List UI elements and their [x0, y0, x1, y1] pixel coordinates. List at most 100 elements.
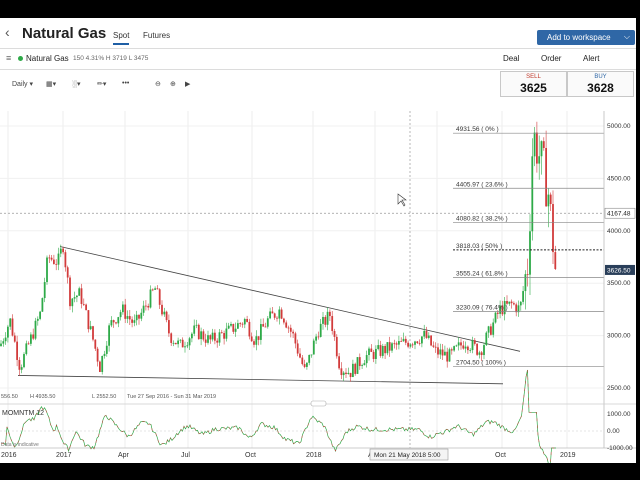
- candle-body: [161, 304, 163, 315]
- candle-body: [264, 326, 267, 328]
- indicator-tick-label: 1000.00: [607, 411, 631, 418]
- candle-body: [138, 314, 140, 319]
- candle-body: [112, 320, 115, 323]
- candle-body: [547, 194, 550, 207]
- buy-label: BUY: [594, 74, 607, 80]
- candle-body: [386, 342, 389, 354]
- candle-body: [441, 349, 444, 356]
- candle-body: [69, 277, 71, 307]
- candle-body: [306, 362, 308, 367]
- candle-body: [115, 322, 117, 324]
- candle-body: [381, 345, 384, 356]
- candle-body: [253, 341, 255, 345]
- candle-body: [462, 345, 465, 349]
- candle-body: [36, 318, 39, 321]
- candle-body: [39, 311, 41, 319]
- candle-body: [492, 322, 495, 335]
- tab-spot[interactable]: Spot: [113, 31, 130, 45]
- candle-body: [25, 343, 28, 355]
- candle-body: [356, 357, 359, 374]
- candle-body: [216, 340, 219, 343]
- candle-body: [234, 328, 237, 332]
- candle-body: [308, 354, 311, 363]
- candle-body: [64, 252, 67, 268]
- candle-body: [444, 351, 446, 356]
- price-chart[interactable]: 4931.56 ( 0% ) 4405.97 ( 23.6% ) 4080.82 (…: [0, 18, 636, 463]
- candle-body: [450, 349, 453, 351]
- candle-body: [368, 348, 370, 356]
- menu-icon[interactable]: ≡: [6, 53, 12, 63]
- candle-body: [202, 331, 205, 340]
- candle-body: [80, 288, 83, 304]
- chevron-left-icon[interactable]: ‹: [5, 24, 10, 40]
- candle-body: [135, 314, 138, 321]
- candle-body: [296, 343, 299, 354]
- sell-button[interactable]: SELL 3625: [500, 71, 567, 97]
- candle-body: [262, 324, 265, 327]
- candle-body: [310, 354, 313, 356]
- zoom-out-icon[interactable]: ⊖: [155, 81, 161, 88]
- buy-button[interactable]: BUY 3628: [567, 71, 634, 97]
- candle-body: [506, 301, 508, 304]
- time-tick-label: Oct: [495, 452, 506, 459]
- candle-body: [232, 323, 235, 332]
- candle-body: [283, 318, 285, 323]
- interval-select[interactable]: Daily ▾: [12, 81, 34, 88]
- candle-body: [414, 341, 416, 345]
- candle-body: [338, 356, 340, 369]
- candle-body: [156, 288, 159, 290]
- indicator-tick-label: 0.00: [607, 428, 620, 435]
- draw-pencil-icon[interactable]: ✏▾: [97, 81, 107, 88]
- indicator-tick-label: -1000.00: [607, 445, 633, 452]
- price-tick-label: 5000.00: [607, 123, 631, 130]
- candle-body: [434, 346, 437, 348]
- candle-body: [78, 288, 81, 296]
- candle-body: [508, 301, 511, 304]
- candle-body: [53, 259, 55, 264]
- bar-chart-icon[interactable]: ░▾: [72, 81, 81, 88]
- candle-body: [522, 291, 524, 302]
- candle-body: [207, 335, 209, 343]
- candle-body: [531, 156, 534, 232]
- price-tick-label: 2500.00: [607, 385, 631, 392]
- instrument-price: 150: [73, 55, 84, 62]
- candle-body: [89, 326, 92, 330]
- tab-futures[interactable]: Futures: [143, 31, 171, 40]
- candle-body: [333, 331, 336, 337]
- candle-body: [388, 342, 391, 351]
- alert-menu-item[interactable]: Alert: [583, 54, 600, 63]
- candle-body: [32, 334, 35, 339]
- divider: [0, 69, 636, 70]
- candle-body: [41, 298, 44, 312]
- fib-level-label: 2704.50 ( 100% ): [456, 360, 506, 367]
- candle-body: [260, 324, 262, 340]
- candle-body: [50, 257, 53, 260]
- candle-body: [0, 343, 2, 347]
- last-price-label: 3626.50: [607, 267, 631, 274]
- candle-body: [241, 323, 244, 325]
- calendar-icon[interactable]: ▦▾: [46, 81, 57, 88]
- candle-body: [409, 344, 412, 347]
- candle-body: [453, 346, 455, 351]
- candle-body: [108, 325, 110, 346]
- candle-body: [218, 332, 221, 343]
- candle-body: [501, 305, 504, 315]
- candle-body: [476, 343, 478, 355]
- deal-menu-item[interactable]: Deal: [503, 54, 520, 63]
- candle-body: [57, 253, 60, 265]
- candle-body: [430, 335, 432, 346]
- add-to-workspace-button[interactable]: Add to workspace ⌵: [537, 30, 635, 45]
- candle-body: [329, 311, 331, 317]
- candle-body: [99, 361, 101, 372]
- order-menu-item[interactable]: Order: [541, 54, 562, 63]
- candle-body: [490, 326, 492, 335]
- time-tick-label: Apr: [118, 452, 130, 459]
- candle-body: [85, 304, 87, 311]
- zoom-in-icon[interactable]: ⊕: [170, 81, 176, 88]
- candle-body: [552, 204, 554, 253]
- play-icon[interactable]: ▶: [185, 81, 191, 88]
- fib-level-label: 4931.56 ( 0% ): [456, 126, 499, 133]
- candle-body: [347, 372, 350, 374]
- more-icon[interactable]: •••: [122, 80, 130, 87]
- candle-body: [545, 148, 547, 207]
